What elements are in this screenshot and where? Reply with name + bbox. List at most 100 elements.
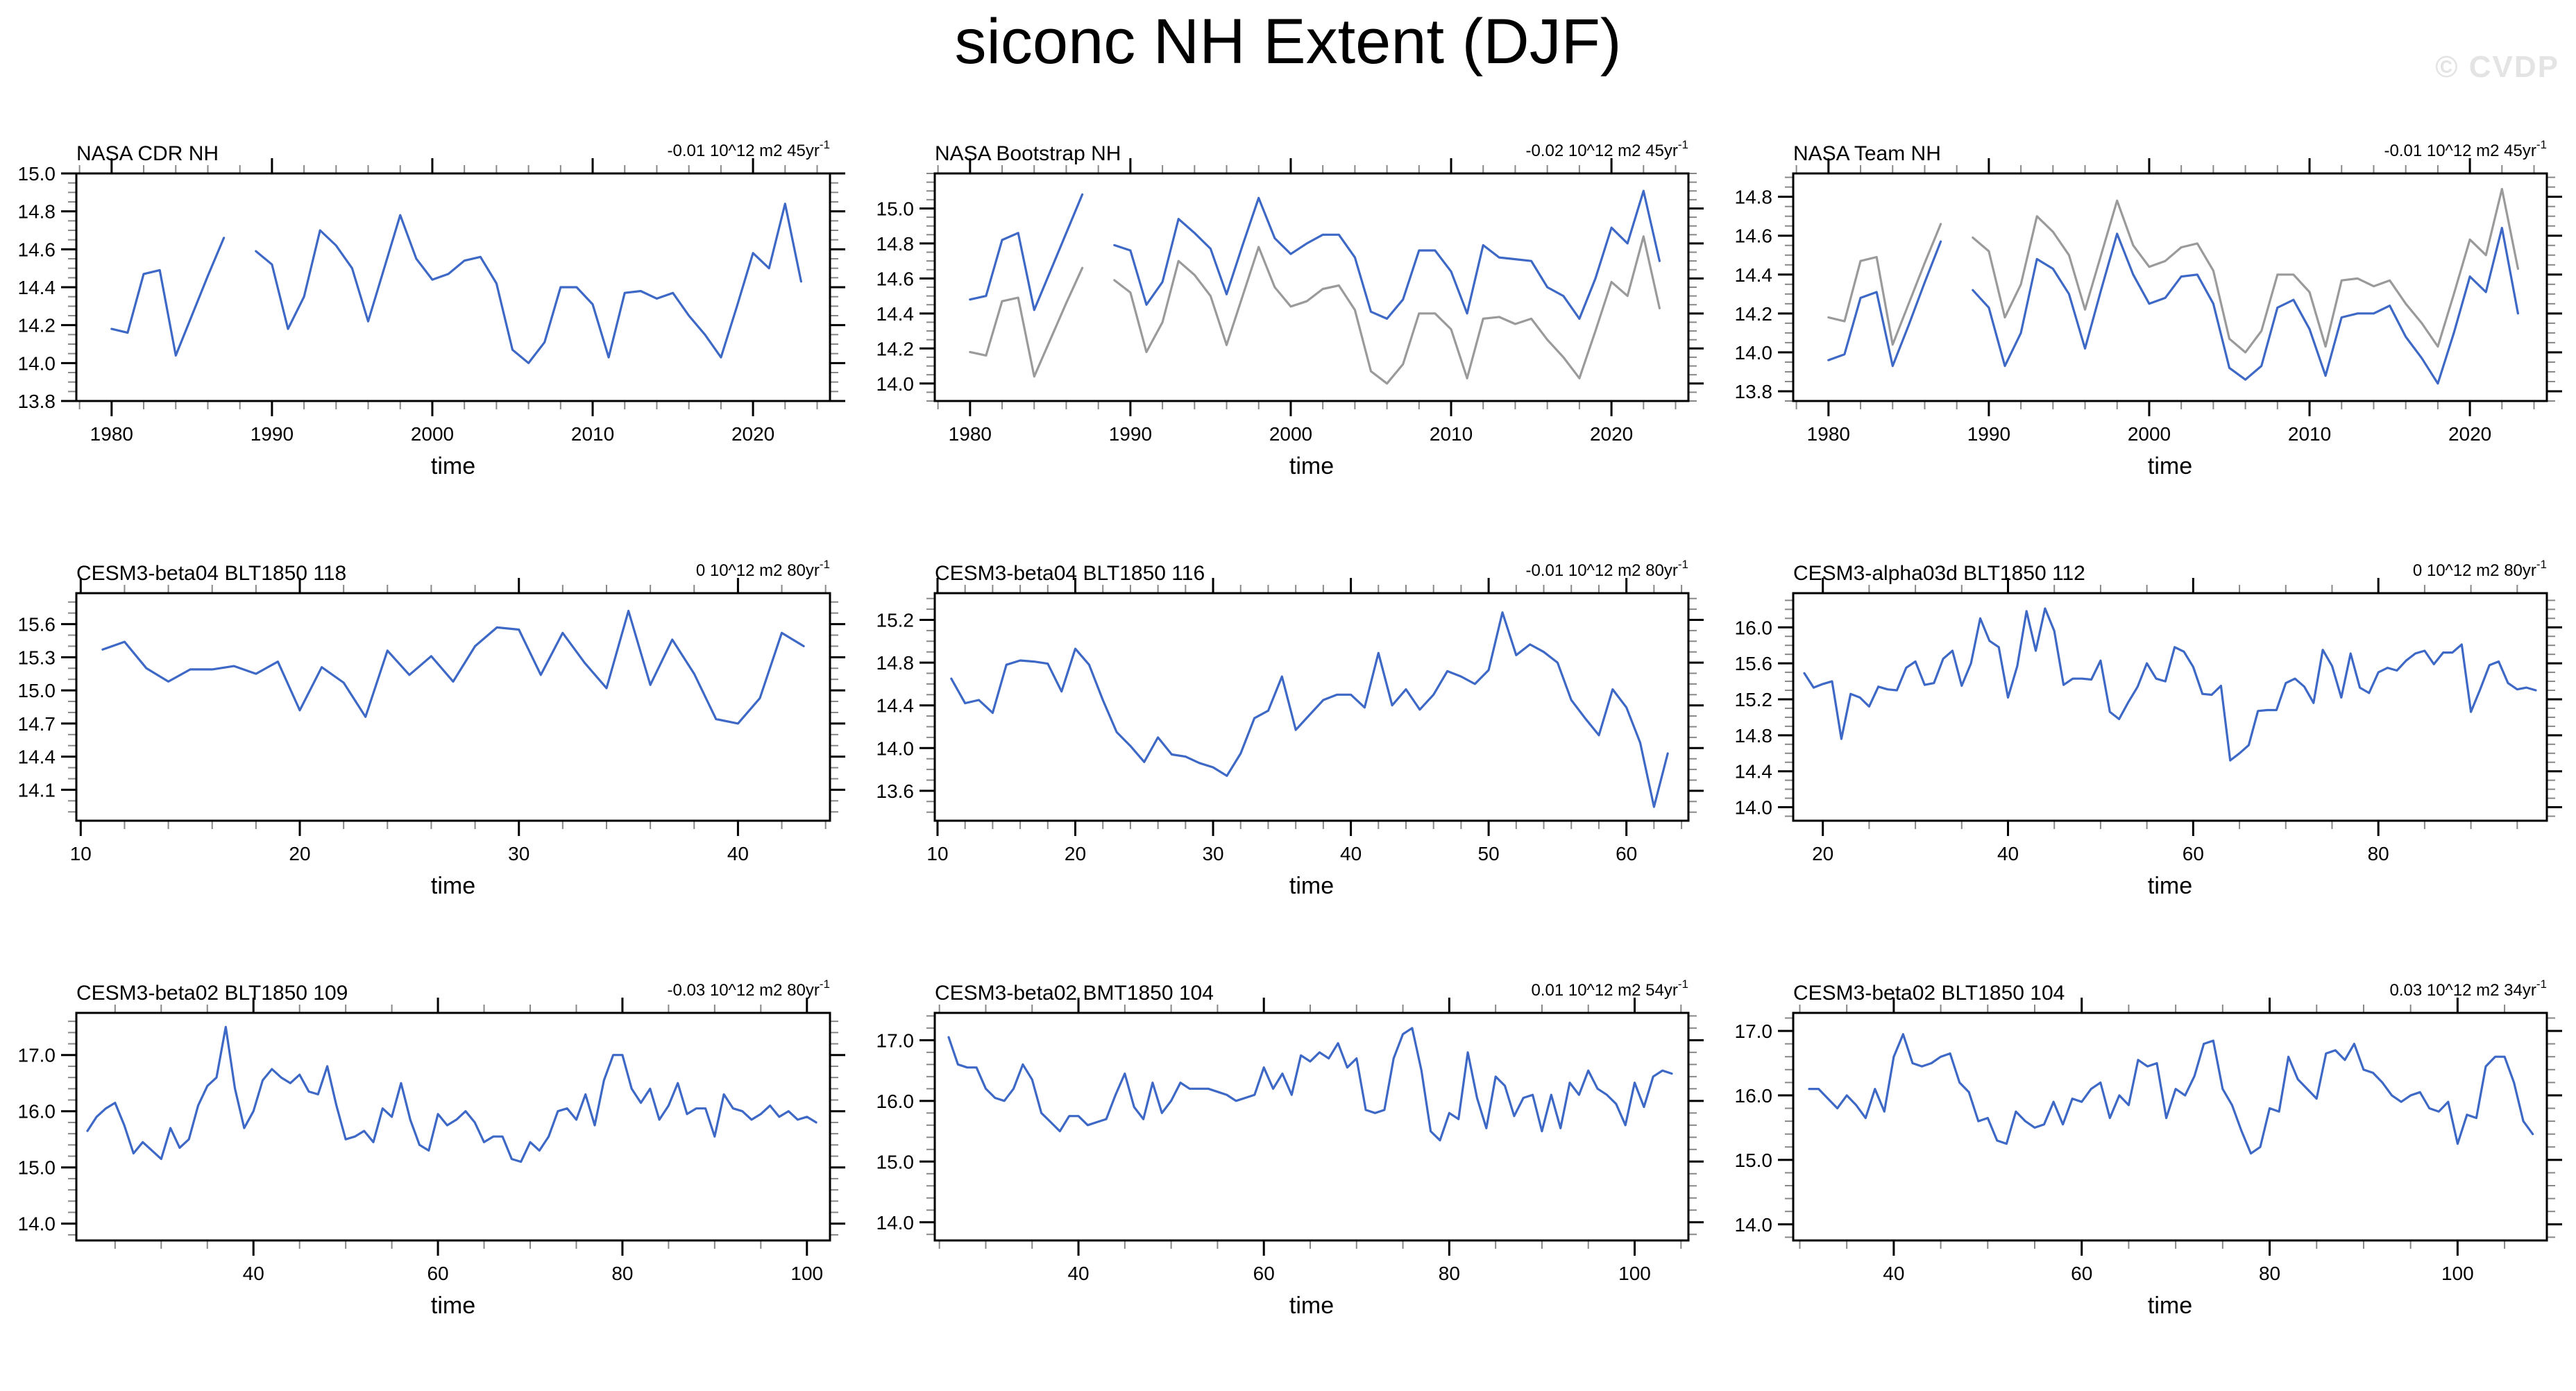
x-tick-label: 80 — [2259, 1263, 2280, 1284]
y-tick-label: 14.4 — [876, 695, 915, 717]
y-tick-label: 14.8 — [1735, 187, 1773, 208]
x-tick-label: 1980 — [1807, 423, 1850, 445]
x-tick-label: 100 — [1618, 1263, 1651, 1284]
y-tick-label: 15.2 — [876, 609, 915, 631]
y-tick-label: 14.4 — [1735, 761, 1773, 783]
x-tick-label: 1980 — [949, 423, 992, 445]
x-tick-label: 30 — [1202, 843, 1223, 864]
data-line-nasa-cdr-nh — [110, 203, 802, 364]
y-tick-label: 15.6 — [1735, 653, 1773, 674]
plot-box — [933, 592, 1690, 822]
y-tick-label: 14.0 — [1735, 1214, 1773, 1236]
y-tick-label: 14.8 — [18, 201, 56, 223]
chart-panel-8: CESM3-beta02 BMT1850 104 0.01 10^12 m2 54… — [876, 978, 1704, 1319]
x-tick-label: 40 — [727, 843, 749, 864]
data-line-cesm3-beta02-blt1850-109 — [86, 1025, 817, 1163]
plot-box — [1792, 592, 2548, 822]
data-line-cesm3-beta04-blt1850-116 — [950, 611, 1669, 808]
x-tick-label: 40 — [1997, 843, 2019, 864]
x-tick-label: 100 — [2441, 1263, 2474, 1284]
y-tick-label: 14.0 — [876, 737, 915, 759]
x-axis-title: time — [2148, 873, 2192, 899]
chart-panel-1: NASA CDR NH -0.01 10^12 m2 45yr-1 1980 1990… — [18, 138, 845, 479]
x-tick-label: 60 — [1616, 843, 1637, 864]
y-tick-label: 17.0 — [876, 1030, 915, 1051]
panel-title: NASA CDR NH — [76, 142, 219, 165]
trend-label: -0.03 10^12 m2 80yr-1 — [667, 978, 830, 1000]
chart-grid: NASA CDR NH -0.01 10^12 m2 45yr-1 1980 1990… — [0, 128, 2575, 1388]
y-tick-label: 15.0 — [1735, 1150, 1773, 1171]
panel-title: CESM3-alpha03d BLT1850 112 — [1793, 562, 2085, 585]
x-tick-label: 2010 — [571, 423, 614, 445]
x-tick-label: 2020 — [731, 423, 774, 445]
major-ticks — [920, 158, 1704, 416]
x-tick-label: 40 — [1067, 1263, 1089, 1284]
x-axis-title: time — [431, 873, 475, 899]
major-ticks — [61, 158, 845, 416]
x-tick-label: 30 — [508, 843, 529, 864]
data-line-cesm3-beta02-bmt1850-104 — [947, 1027, 1673, 1142]
y-tick-label: 15.0 — [18, 680, 56, 701]
plot-box — [933, 172, 1690, 402]
y-tick-label: 14.4 — [876, 303, 915, 325]
x-axis-title: time — [431, 1292, 475, 1319]
y-tick-label: 14.8 — [876, 652, 915, 674]
panel-title: CESM3-beta04 BLT1850 116 — [935, 562, 1205, 585]
major-ticks — [61, 998, 845, 1256]
panel-title: CESM3-beta04 BLT1850 118 — [76, 562, 346, 585]
page-title: siconc NH Extent (DJF) — [954, 6, 1622, 77]
x-tick-label: 50 — [1478, 843, 1500, 864]
plot-box — [1792, 172, 2548, 402]
x-tick-label: 2020 — [1590, 423, 1633, 445]
x-tick-label: 10 — [70, 843, 92, 864]
minor-ticks — [68, 1005, 838, 1249]
y-tick-label: 14.8 — [1735, 725, 1773, 746]
y-tick-label: 14.0 — [876, 373, 915, 395]
panel-title: CESM3-beta02 BMT1850 104 — [935, 982, 1214, 1005]
y-tick-label: 14.4 — [18, 277, 56, 298]
trend-label: -0.01 10^12 m2 80yr-1 — [1525, 558, 1688, 580]
minor-ticks — [926, 165, 1697, 409]
minor-ticks — [926, 585, 1697, 829]
chart-panel-3: NASA Team NH -0.01 10^12 m2 45yr-1 1980 199… — [1735, 138, 2562, 479]
data-line-cesm3-beta04-blt1850-118 — [101, 609, 805, 725]
trend-label: -0.01 10^12 m2 45yr-1 — [667, 138, 830, 160]
panel-title: NASA Bootstrap NH — [935, 142, 1121, 165]
x-tick-label: 60 — [427, 1263, 448, 1284]
data-line-cesm3-alpha03d-blt1850-112 — [1803, 607, 2537, 762]
minor-ticks — [1785, 165, 2555, 409]
y-tick-label: 16.0 — [1735, 1085, 1773, 1107]
panel-title: CESM3-beta02 BLT1850 109 — [76, 982, 348, 1005]
trend-label: -0.02 10^12 m2 45yr-1 — [1525, 138, 1688, 160]
y-tick-label: 14.7 — [18, 713, 56, 735]
minor-ticks — [68, 585, 838, 829]
minor-ticks — [1785, 1005, 2555, 1249]
y-tick-label: 15.0 — [18, 1157, 56, 1179]
x-tick-label: 2000 — [411, 423, 454, 445]
y-tick-label: 15.2 — [1735, 689, 1773, 710]
x-tick-label: 2000 — [2128, 423, 2171, 445]
x-tick-label: 2020 — [2448, 423, 2491, 445]
x-tick-label: 40 — [1340, 843, 1362, 864]
x-axis-title: time — [431, 453, 475, 479]
x-tick-label: 2000 — [1269, 423, 1312, 445]
x-tick-label: 20 — [1812, 843, 1833, 864]
chart-panel-6: CESM3-alpha03d BLT1850 112 0 10^12 m2 80y… — [1735, 558, 2562, 899]
y-tick-label: 14.4 — [18, 746, 56, 768]
data-line-nasa-team-nh — [1827, 226, 2519, 385]
minor-ticks — [926, 1005, 1697, 1249]
y-tick-label: 15.0 — [876, 198, 915, 219]
y-tick-label: 14.0 — [1735, 342, 1773, 364]
x-tick-label: 40 — [243, 1263, 264, 1284]
x-tick-label: 1990 — [1967, 423, 2010, 445]
cvdp-watermark: © CVDP — [2435, 50, 2559, 84]
x-axis-title: time — [1289, 1292, 1334, 1319]
x-tick-label: 80 — [1439, 1263, 1460, 1284]
y-tick-label: 15.0 — [18, 163, 56, 185]
panel-title: NASA Team NH — [1793, 142, 1941, 165]
major-ticks — [1778, 998, 2562, 1256]
x-tick-label: 1990 — [251, 423, 294, 445]
x-tick-label: 2010 — [2288, 423, 2331, 445]
y-tick-label: 14.6 — [1735, 225, 1773, 247]
minor-ticks — [1785, 585, 2555, 829]
